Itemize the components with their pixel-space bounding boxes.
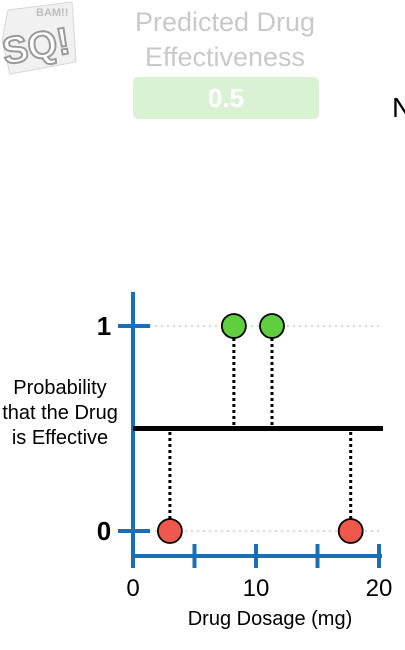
y-axis-label: Probability that the Drug is Effective <box>2 377 118 449</box>
predicted-effectiveness-title: Predicted Drug Effectiveness <box>100 5 350 75</box>
predicted-value: 0.5 <box>207 83 245 113</box>
x-tick-label-0: 0 <box>126 575 139 602</box>
title-line-2: Effectiveness <box>144 42 306 72</box>
x-tick-label-20: 20 <box>366 575 393 602</box>
data-point-0 <box>156 518 183 544</box>
data-point-1 <box>220 313 247 339</box>
predicted-value-box: 0.5 <box>133 77 319 119</box>
cropped-side-letter: N <box>392 92 405 123</box>
x-tick-label-10: 10 <box>243 575 270 602</box>
svg-text:BAM!!: BAM!! <box>36 7 68 19</box>
y-tick-label-1: 1 <box>97 311 111 341</box>
bam-logo: BAM!! SQ! <box>0 1 77 75</box>
title-line-1: Predicted Drug <box>134 7 316 37</box>
x-axis-label: Drug Dosage (mg) <box>187 608 353 630</box>
data-point-2 <box>259 313 285 339</box>
y-tick-label-0: 0 <box>97 516 111 546</box>
data-point-3 <box>337 518 364 544</box>
